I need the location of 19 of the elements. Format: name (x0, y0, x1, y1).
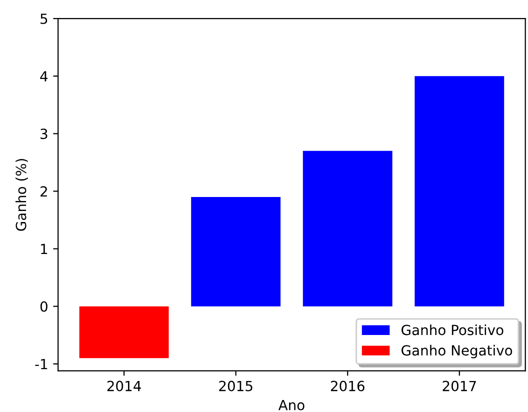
y-tick-label: 3 (40, 128, 48, 140)
y-axis-title: Ganho (%) (16, 158, 28, 231)
x-tick-label: 2014 (107, 380, 141, 392)
x-axis-title: Ano (278, 400, 304, 410)
legend-label: Ganho Positivo (402, 324, 504, 336)
y-tick-label: -1 (35, 359, 48, 370)
bar (191, 196, 281, 306)
y-tick-label: 2 (40, 186, 47, 196)
y-tick-label: 1 (41, 244, 48, 254)
x-tick-label: 2015 (219, 380, 252, 392)
x-tick-label: 2016 (330, 380, 364, 392)
legend-label: Ganho Negativo (402, 344, 512, 358)
bar (79, 306, 169, 358)
y-tick-label: 4 (40, 71, 48, 82)
bar (302, 150, 392, 306)
y-tick-label: 5 (40, 14, 48, 24)
bar (414, 76, 504, 306)
x-tick-label: 2017 (442, 380, 476, 392)
y-tick-label: 0 (40, 301, 48, 312)
